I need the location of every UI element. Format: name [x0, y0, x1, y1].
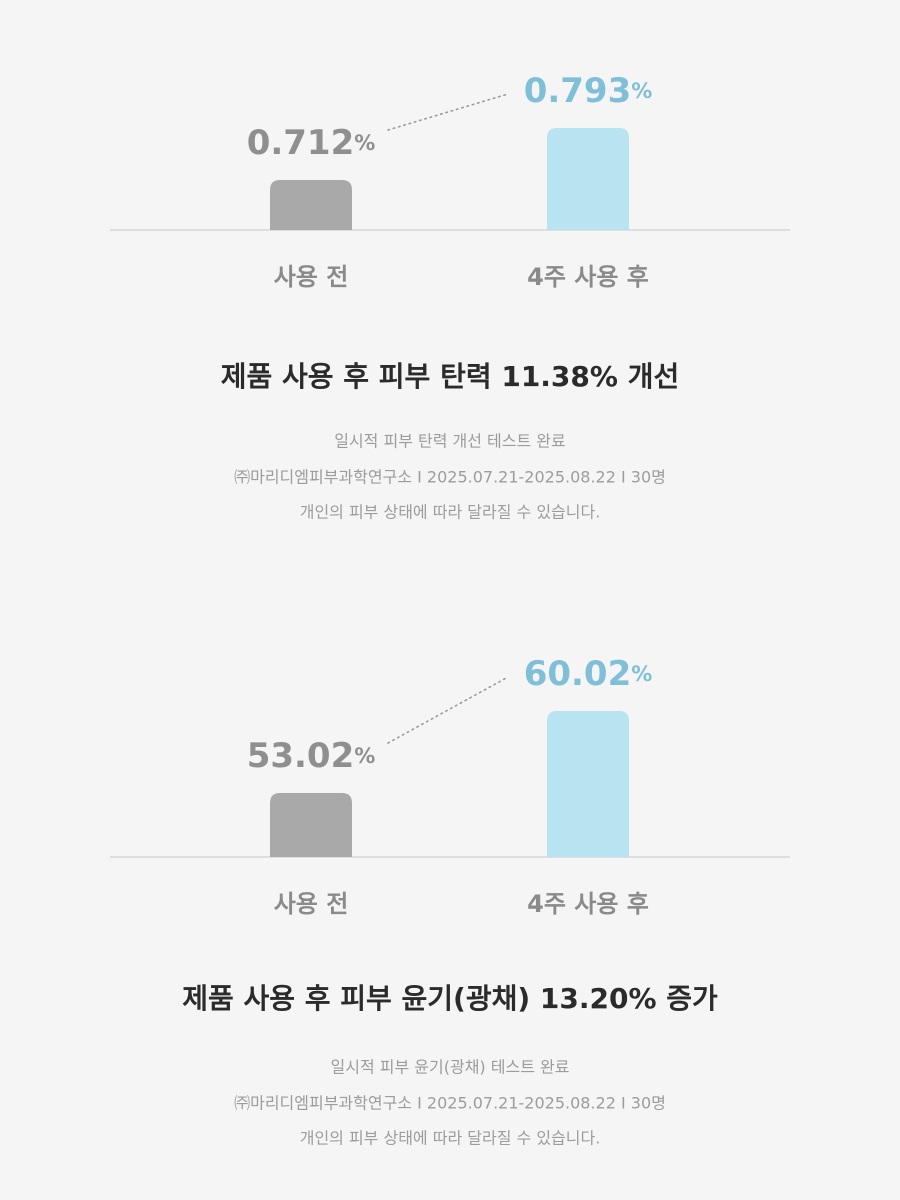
note: 개인의 피부 상태에 따라 달라질 수 있습니다.	[300, 503, 601, 522]
value-unit: %	[631, 662, 652, 686]
bar	[270, 793, 352, 857]
value-label: 0.793%	[524, 71, 653, 111]
note: ㈜마리디엠피부과학연구소 I 2025.07.21-2025.08.22 I 3…	[234, 1094, 666, 1113]
category-label: 사용 전	[274, 890, 349, 918]
note: ㈜마리디엠피부과학연구소 I 2025.07.21-2025.08.22 I 3…	[234, 468, 666, 487]
connector	[387, 676, 509, 744]
bar	[547, 128, 629, 230]
note: 개인의 피부 상태에 따라 달라질 수 있습니다.	[300, 1129, 601, 1148]
value-number: 0.712	[247, 123, 355, 163]
value-number: 53.02	[247, 736, 355, 776]
bar	[547, 711, 629, 857]
category-label: 4주 사용 후	[527, 890, 649, 918]
value-label: 53.02%	[247, 736, 376, 776]
value-label: 60.02%	[524, 654, 653, 694]
connector	[387, 93, 509, 131]
value-unit: %	[354, 131, 375, 155]
category-label: 4주 사용 후	[527, 263, 649, 291]
category-label: 사용 전	[274, 263, 349, 291]
bar	[270, 180, 352, 230]
note: 일시적 피부 윤기(광채) 테스트 완료	[331, 1058, 570, 1077]
value-unit: %	[354, 744, 375, 768]
value-label: 0.712%	[247, 123, 376, 163]
value-number: 60.02	[524, 654, 632, 694]
value-unit: %	[631, 79, 652, 103]
chart-title: 제품 사용 후 피부 윤기(광채) 13.20% 증가	[182, 982, 718, 1015]
chart-title: 제품 사용 후 피부 탄력 11.38% 개선	[221, 360, 679, 393]
value-number: 0.793	[524, 71, 632, 111]
note: 일시적 피부 탄력 개선 테스트 완료	[334, 432, 566, 451]
